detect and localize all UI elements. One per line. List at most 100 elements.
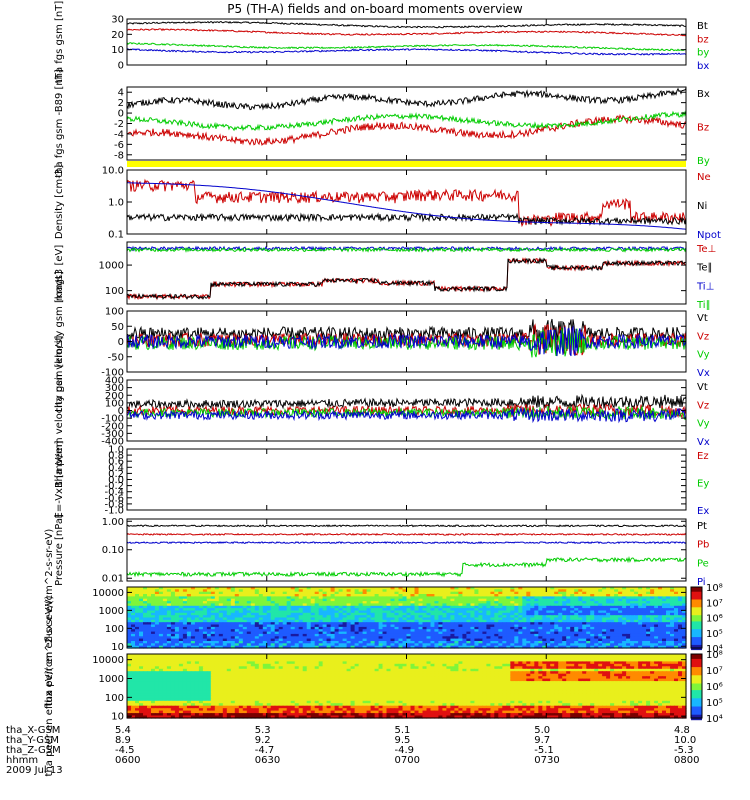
heatmap-cell <box>198 619 204 623</box>
heatmap-cell <box>318 656 324 660</box>
heatmap-cell <box>562 654 567 658</box>
heatmap-cell <box>306 591 312 595</box>
heatmap-cell <box>502 663 507 667</box>
heatmap-cell <box>458 617 463 621</box>
heatmap-cell <box>166 666 172 670</box>
heatmap-cell <box>442 631 447 635</box>
heatmap-cell <box>186 605 192 609</box>
heatmap-cell <box>174 671 180 675</box>
heatmap-cell <box>350 626 356 630</box>
heatmap-cell <box>194 619 200 623</box>
heatmap-cell <box>270 624 276 628</box>
heatmap-cell <box>322 601 328 604</box>
heatmap-cell <box>650 587 655 590</box>
heatmap-cell <box>190 589 196 593</box>
heatmap-cell <box>626 594 631 597</box>
heatmap-cell <box>194 608 200 611</box>
heatmap-cell <box>598 663 603 667</box>
heatmap-cell <box>250 636 256 640</box>
heatmap-cell <box>270 663 276 667</box>
heatmap-cell <box>234 658 240 662</box>
heatmap-cell <box>442 629 447 633</box>
heatmap-cell <box>158 631 164 635</box>
heatmap-cell <box>298 658 304 662</box>
heatmap-cell <box>530 666 535 670</box>
heatmap-cell <box>406 636 412 640</box>
heatmap-cell <box>682 612 687 616</box>
heatmap-cell <box>430 619 436 623</box>
heatmap-cell <box>294 587 300 590</box>
heatmap-cell <box>614 608 619 611</box>
heatmap-cell <box>446 612 451 616</box>
heatmap-cell <box>166 589 172 593</box>
heatmap-cell <box>630 608 635 611</box>
heatmap-cell <box>494 598 499 602</box>
heatmap-cell <box>502 622 507 626</box>
heatmap-cell <box>478 631 483 635</box>
heatmap-cell <box>466 622 471 626</box>
heatmap-cell <box>186 643 192 647</box>
heatmap-cell <box>438 626 443 630</box>
panel-ylabel: Pressure [nPa] <box>54 514 65 586</box>
y-tick-label: -300 <box>101 429 124 440</box>
heatmap-cell <box>522 654 527 658</box>
heatmap-cell <box>170 587 176 590</box>
heatmap-cell <box>498 638 503 642</box>
heatmap-cell <box>170 622 176 626</box>
heatmap-cell <box>358 666 364 670</box>
heatmap-cell <box>342 668 348 672</box>
heatmap-cell <box>226 654 232 658</box>
heatmap-cell <box>622 608 627 611</box>
heatmap-cell <box>254 624 260 628</box>
heatmap-cell <box>374 631 380 635</box>
heatmap-cell <box>147 658 152 662</box>
heatmap-cell <box>174 612 180 616</box>
heatmap-cell <box>550 594 555 597</box>
heatmap-cell <box>482 594 487 597</box>
heatmap-cell <box>238 601 244 604</box>
heatmap-cell <box>502 589 507 593</box>
heatmap-cell <box>390 610 396 614</box>
heatmap-cell <box>606 666 611 670</box>
heatmap-cell <box>446 619 451 623</box>
heatmap-cell <box>298 626 304 630</box>
heatmap-cell <box>366 626 372 630</box>
heatmap-cell <box>550 626 555 630</box>
heatmap-cell <box>446 626 451 630</box>
heatmap-cell <box>566 633 571 637</box>
heatmap-cell <box>598 641 603 644</box>
heatmap-cell <box>582 631 587 635</box>
heatmap-cell <box>170 596 176 600</box>
heatmap-cell <box>622 612 627 616</box>
heatmap-cell <box>506 668 511 672</box>
heatmap-cell <box>678 663 683 667</box>
heatmap-cell <box>190 591 196 595</box>
heatmap-cell <box>318 612 324 616</box>
heatmap-cell <box>246 626 252 630</box>
heatmap-cell <box>370 608 376 611</box>
heatmap-cell <box>178 603 184 607</box>
heatmap-cell <box>382 610 388 614</box>
heatmap-cell <box>622 636 627 640</box>
heatmap-cell <box>143 661 148 665</box>
heatmap-cell <box>546 645 551 649</box>
heatmap-cell <box>590 666 595 670</box>
heatmap-cell <box>578 624 583 628</box>
heatmap-cell <box>450 624 455 628</box>
heatmap-cell <box>330 598 336 602</box>
heatmap-cell <box>290 622 296 626</box>
heatmap-cell <box>158 654 164 658</box>
heatmap-cell <box>222 638 228 642</box>
heatmap-cell <box>574 608 579 611</box>
heatmap-cell <box>666 587 671 590</box>
heatmap-cell <box>650 629 655 633</box>
heatmap-cell <box>194 666 200 670</box>
heatmap-cell <box>418 654 424 658</box>
heatmap-cell <box>398 631 404 635</box>
heatmap-cell <box>574 617 579 621</box>
heatmap-cell <box>414 641 420 644</box>
heatmap-cell <box>262 624 268 628</box>
heatmap-cell <box>650 663 655 667</box>
heatmap-cell <box>570 645 575 649</box>
heatmap-cell <box>434 587 439 590</box>
